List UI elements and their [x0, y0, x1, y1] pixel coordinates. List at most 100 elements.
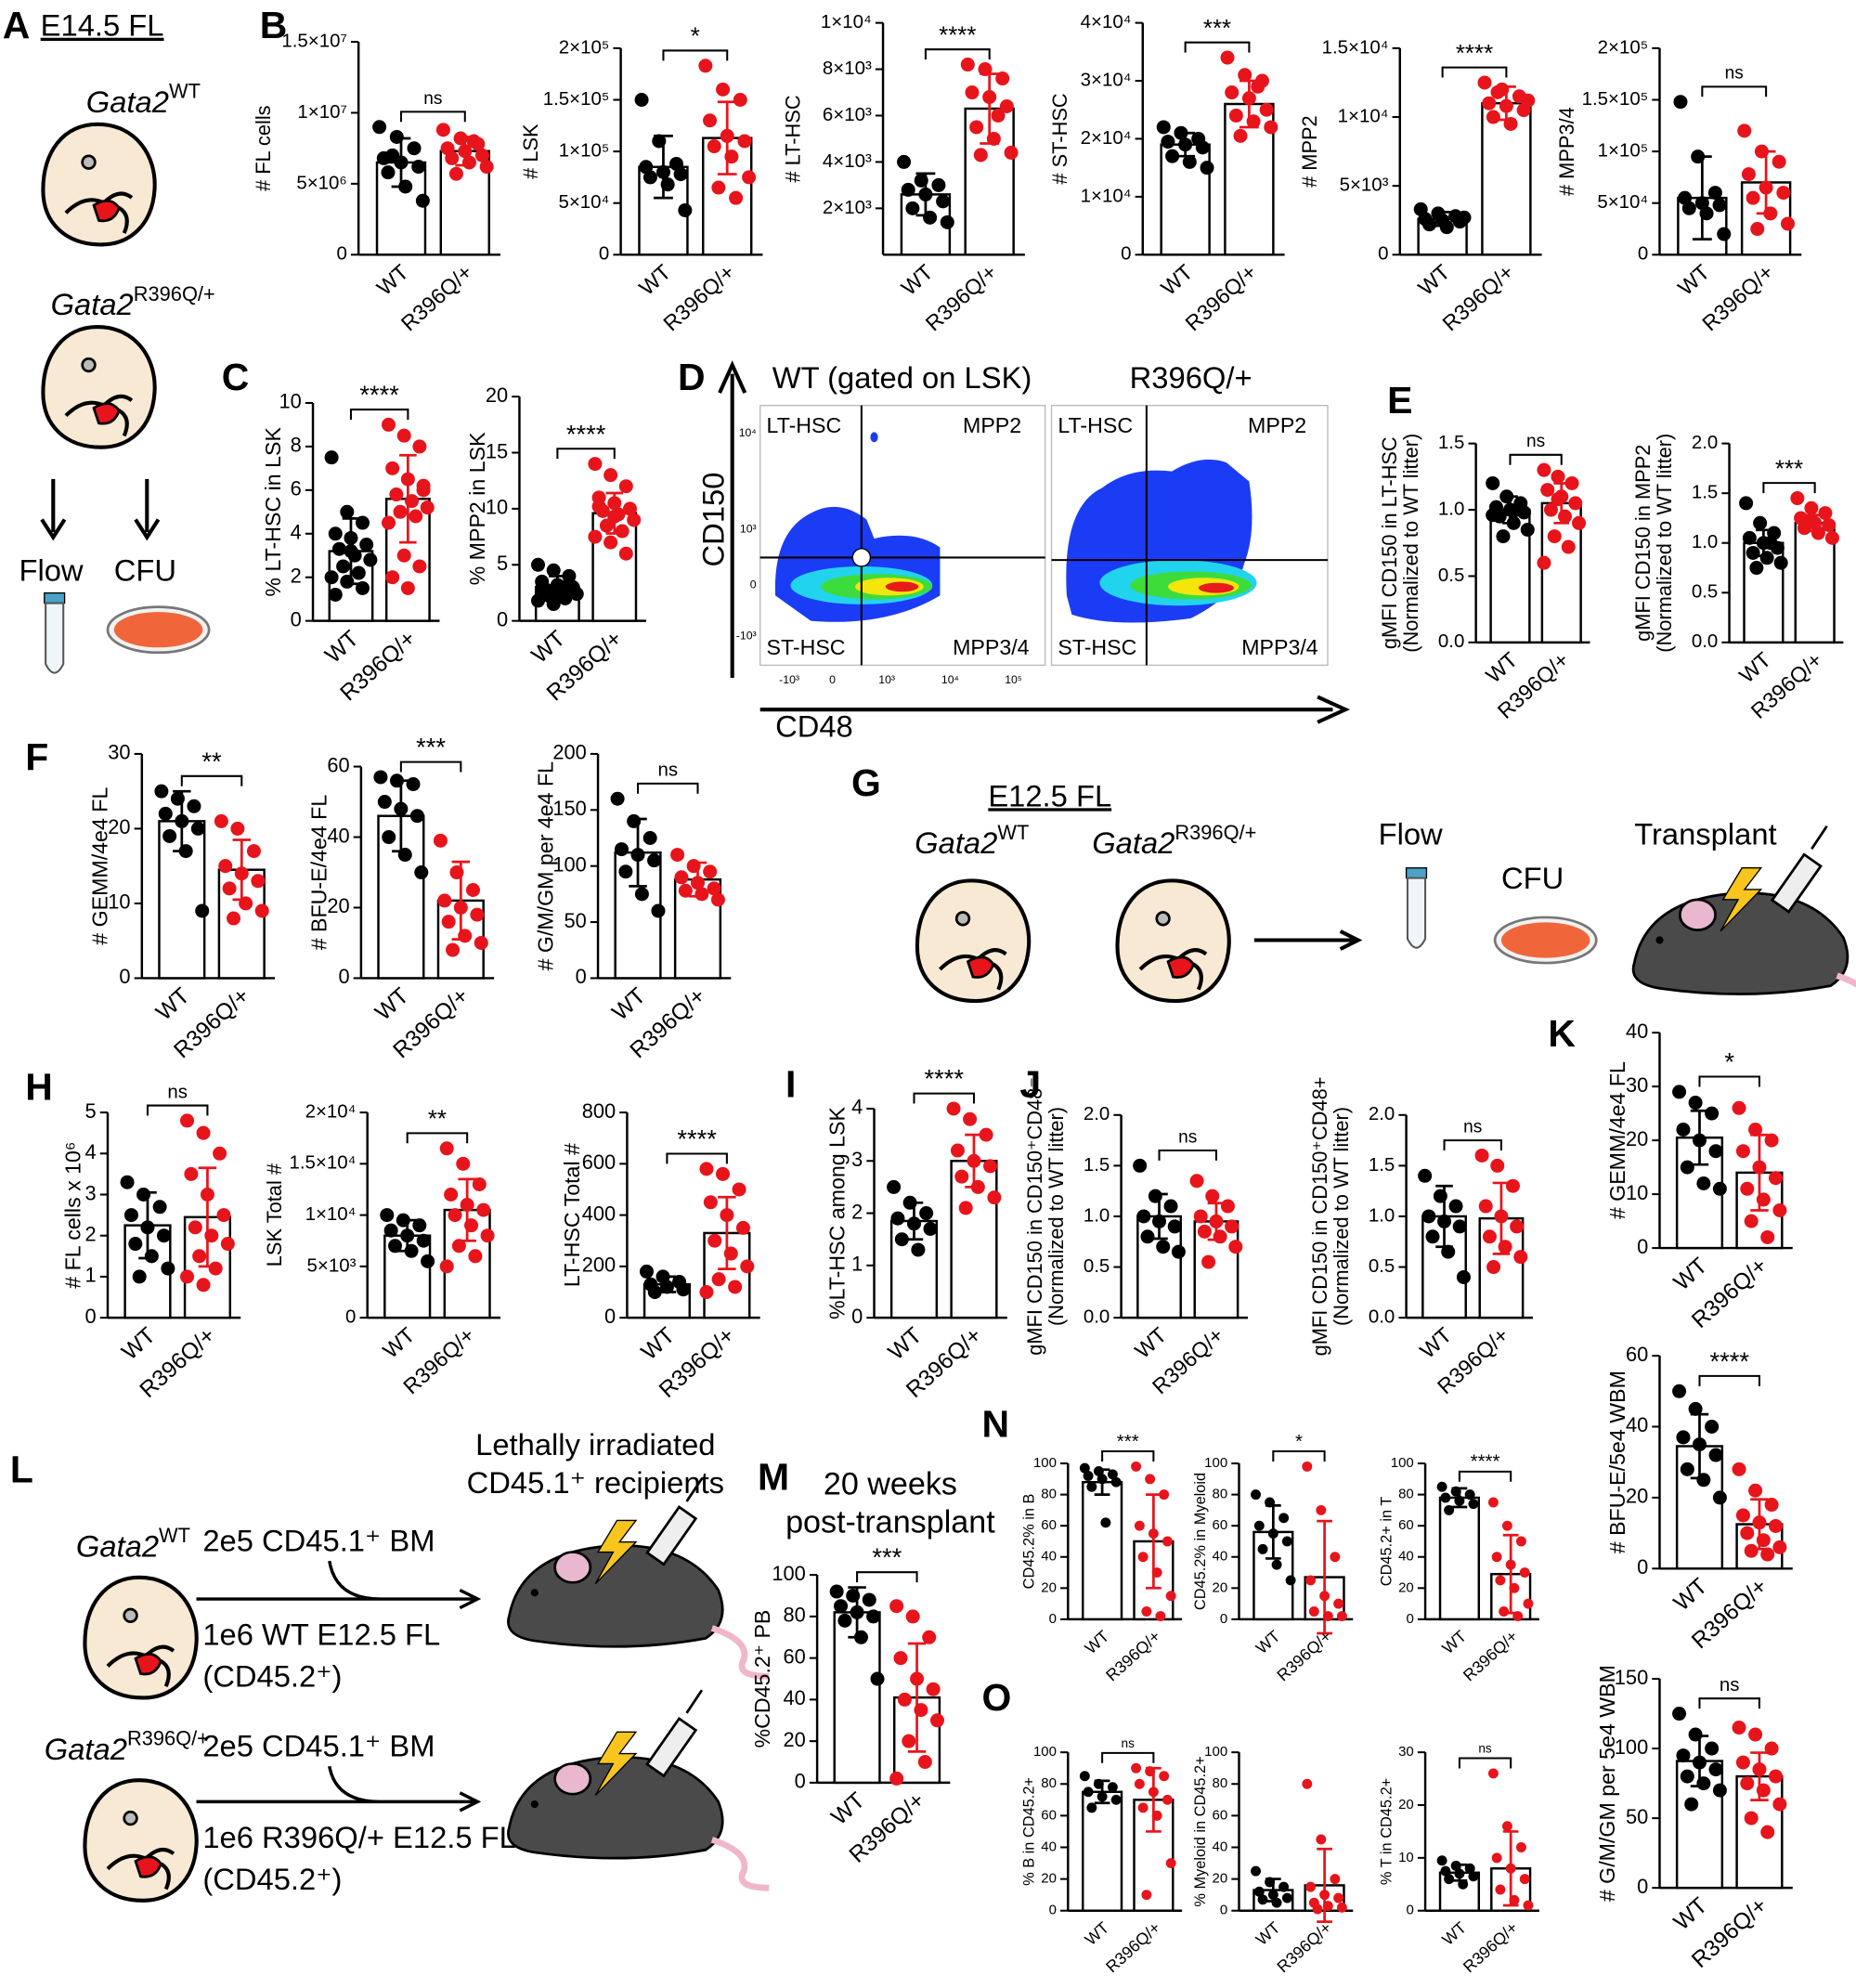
- genotype: Gata2WT: [76, 1524, 190, 1563]
- y-tick-label: 80: [1213, 1775, 1228, 1791]
- data-point: [254, 903, 269, 918]
- panel-label: B: [260, 4, 288, 46]
- y-axis-title: # ST-HSC: [1048, 93, 1071, 184]
- data-point: [707, 1233, 722, 1248]
- data-point: [707, 881, 721, 896]
- data-point: [1156, 120, 1171, 135]
- data-point: [1811, 526, 1825, 540]
- data-point: [385, 148, 400, 162]
- y-tick-label: 100: [1391, 1455, 1414, 1471]
- y-axis-title: % Myeloid in CD45.2+: [1192, 1756, 1209, 1906]
- significance-bracket: [924, 48, 991, 60]
- y-axis-title: LT-HSC Total #: [560, 1143, 584, 1287]
- data-point: [954, 1169, 969, 1184]
- data-point: [1491, 1552, 1502, 1563]
- y-tick-label: 40: [1626, 1020, 1648, 1043]
- y-tick-label: 0: [599, 243, 609, 265]
- data-point: [1672, 1085, 1687, 1099]
- error-bar: [1496, 85, 1516, 122]
- flow-tick: 10⁴: [739, 426, 757, 439]
- y-tick-label: 30: [1398, 1744, 1414, 1760]
- data-point: [416, 478, 431, 493]
- data-point: [999, 98, 1014, 114]
- assay: Flow: [19, 552, 83, 587]
- y-tick-label: 1.5×10⁷: [281, 30, 347, 51]
- y-tick-label: 10: [279, 390, 301, 413]
- data-point: [834, 1599, 849, 1614]
- data-point: [917, 1755, 932, 1770]
- genotype: Gata2R396Q/+: [51, 282, 215, 321]
- data-point: [887, 1179, 902, 1194]
- data-point: [1705, 1419, 1720, 1434]
- data-point: [328, 587, 343, 602]
- significance-bracket: [1184, 41, 1251, 53]
- chart: 2×10³ 4×10³ 6×10³ 8×10³ 1×10⁴ # LT-HSC WTR396Q…: [781, 11, 1025, 335]
- y-axis-title: # G/M/GM per 4e4 FL: [534, 761, 558, 971]
- data-point: [535, 581, 550, 596]
- y-tick-label: 80: [1041, 1487, 1057, 1502]
- y-tick-label: 0.5: [1438, 565, 1464, 586]
- y-tick-label: 0: [1049, 1611, 1057, 1627]
- data-point: [1330, 1874, 1341, 1885]
- data-point: [1760, 1229, 1775, 1244]
- data-point: [1086, 1481, 1097, 1492]
- error-bar: [1502, 1533, 1519, 1615]
- y-tick-label: 1.5×10⁴: [290, 1152, 357, 1174]
- y-tick-label: 30: [108, 741, 130, 764]
- error-bar: [1094, 1468, 1110, 1496]
- y-tick-label: 100: [1204, 1744, 1227, 1760]
- data-point: [1312, 1904, 1323, 1915]
- x-tick-label: WT: [1252, 1627, 1284, 1657]
- y-tick-label: 20: [1626, 1485, 1648, 1508]
- error-bar: [629, 817, 647, 888]
- data-point: [180, 1269, 195, 1284]
- data-point: [324, 570, 339, 585]
- flow-tick: 10⁵: [1005, 673, 1022, 686]
- significance-label: ns: [1526, 432, 1545, 451]
- data-point: [1436, 1481, 1447, 1492]
- data-point: [474, 148, 489, 162]
- y-tick-label: 0.5: [1084, 1255, 1110, 1277]
- data-point: [711, 180, 726, 195]
- y-tick-label: 0.0: [1692, 630, 1718, 652]
- y-tick-label: 40: [1398, 1549, 1414, 1565]
- y-tick-label: 30: [1626, 1073, 1648, 1097]
- y-tick-label: 100: [1615, 1735, 1648, 1759]
- data-point: [1790, 491, 1805, 506]
- data-point: [1083, 1471, 1094, 1481]
- data-point: [1281, 1536, 1292, 1547]
- data-point: [1744, 1543, 1759, 1558]
- chart: 0.0 0.5 1.0 1.5 gMFI CD150 in LT-HSC(Normali…: [1378, 432, 1590, 723]
- flow-tick: 0: [750, 578, 757, 591]
- y-tick-label: 60: [1213, 1807, 1228, 1823]
- data-point: [614, 842, 629, 857]
- y-axis-title: # LSK: [519, 123, 542, 179]
- data-point: [1746, 190, 1760, 205]
- data-point: [982, 1159, 998, 1174]
- error-bar: [1553, 482, 1570, 525]
- x-tick-label: WT: [1669, 1574, 1712, 1617]
- data-point: [642, 830, 657, 846]
- error-bar: [1502, 1830, 1519, 1907]
- y-tick-label: 40: [1213, 1549, 1228, 1565]
- data-point: [1744, 1214, 1759, 1228]
- data-point: [604, 535, 618, 550]
- data-point: [1551, 469, 1565, 484]
- data-point: [412, 439, 427, 454]
- data-point: [1523, 1598, 1534, 1609]
- y-axis-title: % LT-HSC in LSK: [261, 426, 285, 596]
- data-point: [1759, 551, 1774, 565]
- data-point: [618, 864, 633, 879]
- significance-label: ****: [939, 22, 976, 48]
- x-tick-label: WT: [637, 1323, 680, 1366]
- data-point: [213, 1146, 227, 1161]
- y-tick-label: 800: [582, 1099, 616, 1123]
- x-tick-label: WT: [527, 626, 570, 669]
- significance-label: ****: [1456, 41, 1493, 67]
- y-tick-label: 150: [1615, 1666, 1648, 1689]
- data-point: [897, 1692, 912, 1707]
- data-point: [902, 1734, 916, 1748]
- y-tick-label: 0: [1406, 1903, 1413, 1918]
- genotype: Gata2R396Q/+: [1092, 821, 1256, 860]
- data-point: [1422, 217, 1437, 232]
